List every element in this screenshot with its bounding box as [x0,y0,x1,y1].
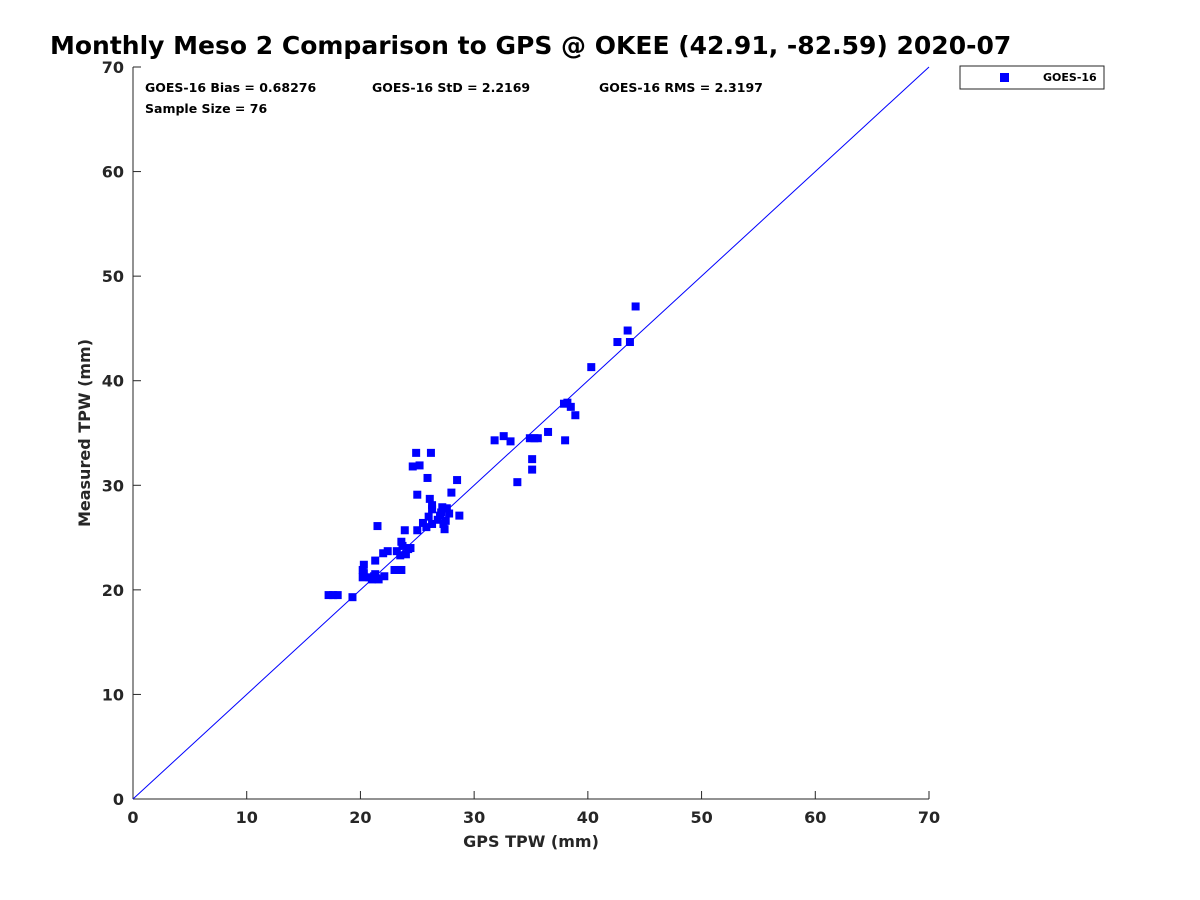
data-point [359,560,368,569]
data-point [415,461,424,470]
data-point [329,591,338,600]
data-point [400,526,409,535]
x-axis-label: GPS TPW (mm) [463,832,599,851]
data-point [423,473,432,482]
y-ticks: 0 10 20 30 40 50 60 70 [102,58,141,809]
legend-box [959,65,1105,90]
x-tick-label: 70 [918,808,940,827]
data-point [513,478,522,487]
data-point [390,565,399,574]
y-tick-label: 30 [102,476,124,495]
data-point [413,490,422,499]
data-point [441,516,450,525]
data-point [437,508,446,517]
data-point [401,550,410,559]
chart-title: Monthly Meso 2 Comparison to GPS @ OKEE … [50,31,1011,60]
data-point [490,436,499,445]
legend-label-goes16: GOES-16 [1043,71,1097,84]
legend-marker-goes16 [1000,73,1009,82]
y-tick-label: 20 [102,581,124,600]
data-point [398,541,407,550]
x-tick-label: 50 [690,808,712,827]
x-tick-label: 40 [577,808,599,827]
legend: GOES-16 [959,65,1105,90]
data-point [528,455,537,464]
data-point [631,302,640,311]
data-point [358,565,367,574]
data-point [425,494,434,503]
y-tick-label: 0 [113,790,124,809]
data-point [371,570,380,579]
data-point [506,437,515,446]
data-point [406,544,415,553]
x-tick-label: 10 [236,808,258,827]
plot-area: 0 10 20 30 40 50 60 70 0 10 20 30 40 50 60 70 [102,58,940,827]
data-point [422,523,431,532]
x-tick-label: 0 [127,808,138,827]
y-axis-label: Measured TPW (mm) [75,339,94,527]
data-point [380,572,389,581]
data-point [397,537,406,546]
data-point [358,573,367,582]
y-tick-label: 60 [102,163,124,182]
data-point [447,488,456,497]
data-point [428,501,437,510]
data-point [438,503,447,512]
data-point [455,511,464,520]
bias-annotation: GOES-16 Bias = 0.68276 [145,80,316,95]
data-point [571,411,580,420]
data-point [499,432,508,441]
data-point [433,515,442,524]
data-point [412,448,421,457]
data-point [424,512,433,521]
std-annotation: GOES-16 StD = 2.2169 [372,80,530,95]
y-tick-label: 10 [102,685,124,704]
data-point [426,448,435,457]
data-point [533,434,542,443]
data-point [379,549,388,558]
data-point [442,504,451,513]
data-point [373,522,382,531]
data-point [428,505,437,514]
data-point [613,338,622,347]
data-point [440,525,449,534]
x-ticks: 0 10 20 30 40 50 60 70 [127,791,940,827]
y-tick-label: 70 [102,58,124,77]
y-tick-label: 50 [102,267,124,286]
data-point [348,593,357,602]
x-tick-label: 60 [804,808,826,827]
data-point [623,326,632,335]
one-to-one-line [132,66,930,800]
data-point [566,402,575,411]
data-point [418,518,427,527]
data-point [408,462,417,471]
data-point [396,551,405,560]
data-point [528,465,537,474]
data-point [561,436,570,445]
sample-size-annotation: Sample Size = 76 [145,101,267,116]
data-point [392,547,401,556]
y-tick-label: 40 [102,372,124,391]
data-point [383,547,392,556]
data-point [324,591,333,600]
scatter-points [324,302,640,602]
data-point [413,526,422,535]
data-point [563,398,572,407]
x-tick-label: 20 [349,808,371,827]
data-point [453,476,462,485]
rms-annotation: GOES-16 RMS = 2.3197 [599,80,763,95]
data-point [625,338,634,347]
data-point [544,427,553,436]
data-point [333,591,342,600]
data-point [371,556,380,565]
data-point [587,363,596,372]
data-point [374,575,383,584]
data-point [525,434,534,443]
data-point [397,565,406,574]
data-point [428,519,437,528]
data-point [445,509,454,518]
x-tick-label: 30 [463,808,485,827]
